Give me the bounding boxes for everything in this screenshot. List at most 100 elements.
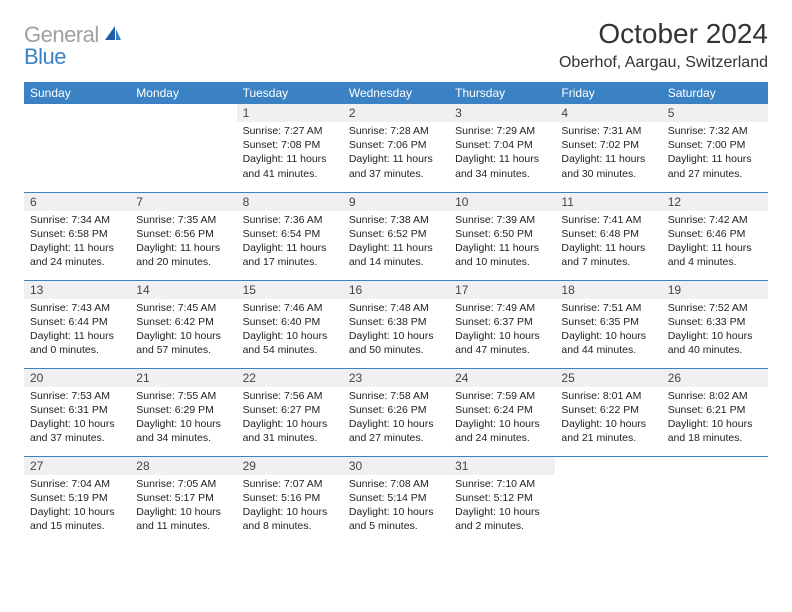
day-number: 29 [237, 457, 343, 475]
title-block: October 2024 Oberhof, Aargau, Switzerlan… [559, 18, 768, 72]
day-details: Sunrise: 7:07 AMSunset: 5:16 PMDaylight:… [237, 475, 343, 538]
calendar-row: 13Sunrise: 7:43 AMSunset: 6:44 PMDayligh… [24, 280, 768, 368]
calendar-cell: 5Sunrise: 7:32 AMSunset: 7:00 PMDaylight… [662, 104, 768, 192]
day-number: 20 [24, 369, 130, 387]
calendar-cell: 6Sunrise: 7:34 AMSunset: 6:58 PMDaylight… [24, 192, 130, 280]
day-details: Sunrise: 7:28 AMSunset: 7:06 PMDaylight:… [343, 122, 449, 185]
day-number: 12 [662, 193, 768, 211]
calendar-cell: 26Sunrise: 8:02 AMSunset: 6:21 PMDayligh… [662, 368, 768, 456]
calendar-cell: .. [662, 456, 768, 544]
day-number: 27 [24, 457, 130, 475]
calendar-cell: 14Sunrise: 7:45 AMSunset: 6:42 PMDayligh… [130, 280, 236, 368]
day-number: 11 [555, 193, 661, 211]
day-number: 25 [555, 369, 661, 387]
day-number: 1 [237, 104, 343, 122]
day-number: 30 [343, 457, 449, 475]
calendar-cell: .. [130, 104, 236, 192]
day-details: Sunrise: 7:39 AMSunset: 6:50 PMDaylight:… [449, 211, 555, 274]
calendar-cell: 24Sunrise: 7:59 AMSunset: 6:24 PMDayligh… [449, 368, 555, 456]
day-number: 4 [555, 104, 661, 122]
day-details: Sunrise: 7:49 AMSunset: 6:37 PMDaylight:… [449, 299, 555, 362]
day-details: Sunrise: 7:48 AMSunset: 6:38 PMDaylight:… [343, 299, 449, 362]
day-number: 26 [662, 369, 768, 387]
calendar-cell: .. [24, 104, 130, 192]
calendar-row: 27Sunrise: 7:04 AMSunset: 5:19 PMDayligh… [24, 456, 768, 544]
brand-part2: Blue [24, 44, 66, 69]
day-number: 3 [449, 104, 555, 122]
weekday-header: Thursday [449, 82, 555, 104]
header: General October 2024 Oberhof, Aargau, Sw… [24, 18, 768, 72]
day-details: Sunrise: 7:38 AMSunset: 6:52 PMDaylight:… [343, 211, 449, 274]
day-details: Sunrise: 7:27 AMSunset: 7:08 PMDaylight:… [237, 122, 343, 185]
calendar-cell: 2Sunrise: 7:28 AMSunset: 7:06 PMDaylight… [343, 104, 449, 192]
calendar-cell: 17Sunrise: 7:49 AMSunset: 6:37 PMDayligh… [449, 280, 555, 368]
day-details: Sunrise: 7:34 AMSunset: 6:58 PMDaylight:… [24, 211, 130, 274]
day-details: Sunrise: 7:32 AMSunset: 7:00 PMDaylight:… [662, 122, 768, 185]
day-number: 5 [662, 104, 768, 122]
day-details: Sunrise: 7:56 AMSunset: 6:27 PMDaylight:… [237, 387, 343, 450]
day-number: 7 [130, 193, 236, 211]
calendar-cell: 9Sunrise: 7:38 AMSunset: 6:52 PMDaylight… [343, 192, 449, 280]
day-details: Sunrise: 7:51 AMSunset: 6:35 PMDaylight:… [555, 299, 661, 362]
day-number: 15 [237, 281, 343, 299]
day-number: 16 [343, 281, 449, 299]
day-number: 14 [130, 281, 236, 299]
calendar-table: SundayMondayTuesdayWednesdayThursdayFrid… [24, 82, 768, 544]
weekday-header: Tuesday [237, 82, 343, 104]
calendar-cell: 11Sunrise: 7:41 AMSunset: 6:48 PMDayligh… [555, 192, 661, 280]
calendar-cell: 22Sunrise: 7:56 AMSunset: 6:27 PMDayligh… [237, 368, 343, 456]
day-details: Sunrise: 8:01 AMSunset: 6:22 PMDaylight:… [555, 387, 661, 450]
day-details: Sunrise: 7:35 AMSunset: 6:56 PMDaylight:… [130, 211, 236, 274]
calendar-cell: 29Sunrise: 7:07 AMSunset: 5:16 PMDayligh… [237, 456, 343, 544]
calendar-cell: 12Sunrise: 7:42 AMSunset: 6:46 PMDayligh… [662, 192, 768, 280]
month-title: October 2024 [559, 18, 768, 50]
calendar-row: ....1Sunrise: 7:27 AMSunset: 7:08 PMDayl… [24, 104, 768, 192]
day-number: 18 [555, 281, 661, 299]
weekday-header: Wednesday [343, 82, 449, 104]
day-details: Sunrise: 7:41 AMSunset: 6:48 PMDaylight:… [555, 211, 661, 274]
calendar-cell: 10Sunrise: 7:39 AMSunset: 6:50 PMDayligh… [449, 192, 555, 280]
calendar-cell: 15Sunrise: 7:46 AMSunset: 6:40 PMDayligh… [237, 280, 343, 368]
day-number: 17 [449, 281, 555, 299]
calendar-cell: 21Sunrise: 7:55 AMSunset: 6:29 PMDayligh… [130, 368, 236, 456]
day-number: 2 [343, 104, 449, 122]
day-details: Sunrise: 7:59 AMSunset: 6:24 PMDaylight:… [449, 387, 555, 450]
day-details: Sunrise: 7:55 AMSunset: 6:29 PMDaylight:… [130, 387, 236, 450]
weekday-header: Monday [130, 82, 236, 104]
day-details: Sunrise: 7:43 AMSunset: 6:44 PMDaylight:… [24, 299, 130, 362]
calendar-cell: 1Sunrise: 7:27 AMSunset: 7:08 PMDaylight… [237, 104, 343, 192]
calendar-cell: 31Sunrise: 7:10 AMSunset: 5:12 PMDayligh… [449, 456, 555, 544]
calendar-cell: 8Sunrise: 7:36 AMSunset: 6:54 PMDaylight… [237, 192, 343, 280]
day-details: Sunrise: 7:29 AMSunset: 7:04 PMDaylight:… [449, 122, 555, 185]
calendar-cell: 30Sunrise: 7:08 AMSunset: 5:14 PMDayligh… [343, 456, 449, 544]
day-number: 22 [237, 369, 343, 387]
day-number: 21 [130, 369, 236, 387]
calendar-cell: 13Sunrise: 7:43 AMSunset: 6:44 PMDayligh… [24, 280, 130, 368]
day-number: 24 [449, 369, 555, 387]
calendar-cell: 19Sunrise: 7:52 AMSunset: 6:33 PMDayligh… [662, 280, 768, 368]
location: Oberhof, Aargau, Switzerland [559, 54, 768, 72]
day-details: Sunrise: 7:58 AMSunset: 6:26 PMDaylight:… [343, 387, 449, 450]
day-number: 13 [24, 281, 130, 299]
day-details: Sunrise: 7:53 AMSunset: 6:31 PMDaylight:… [24, 387, 130, 450]
calendar-body: ....1Sunrise: 7:27 AMSunset: 7:08 PMDayl… [24, 104, 768, 544]
day-details: Sunrise: 7:45 AMSunset: 6:42 PMDaylight:… [130, 299, 236, 362]
day-details: Sunrise: 7:08 AMSunset: 5:14 PMDaylight:… [343, 475, 449, 538]
calendar-row: 6Sunrise: 7:34 AMSunset: 6:58 PMDaylight… [24, 192, 768, 280]
weekday-header: Sunday [24, 82, 130, 104]
day-details: Sunrise: 7:46 AMSunset: 6:40 PMDaylight:… [237, 299, 343, 362]
day-details: Sunrise: 7:10 AMSunset: 5:12 PMDaylight:… [449, 475, 555, 538]
day-details: Sunrise: 7:42 AMSunset: 6:46 PMDaylight:… [662, 211, 768, 274]
day-number: 23 [343, 369, 449, 387]
day-details: Sunrise: 8:02 AMSunset: 6:21 PMDaylight:… [662, 387, 768, 450]
calendar-cell: .. [555, 456, 661, 544]
day-details: Sunrise: 7:04 AMSunset: 5:19 PMDaylight:… [24, 475, 130, 538]
calendar-cell: 23Sunrise: 7:58 AMSunset: 6:26 PMDayligh… [343, 368, 449, 456]
weekday-header: Saturday [662, 82, 768, 104]
day-number: 28 [130, 457, 236, 475]
brand-line2: Blue [24, 44, 66, 70]
calendar-cell: 7Sunrise: 7:35 AMSunset: 6:56 PMDaylight… [130, 192, 236, 280]
calendar-cell: 18Sunrise: 7:51 AMSunset: 6:35 PMDayligh… [555, 280, 661, 368]
day-details: Sunrise: 7:36 AMSunset: 6:54 PMDaylight:… [237, 211, 343, 274]
calendar-cell: 3Sunrise: 7:29 AMSunset: 7:04 PMDaylight… [449, 104, 555, 192]
